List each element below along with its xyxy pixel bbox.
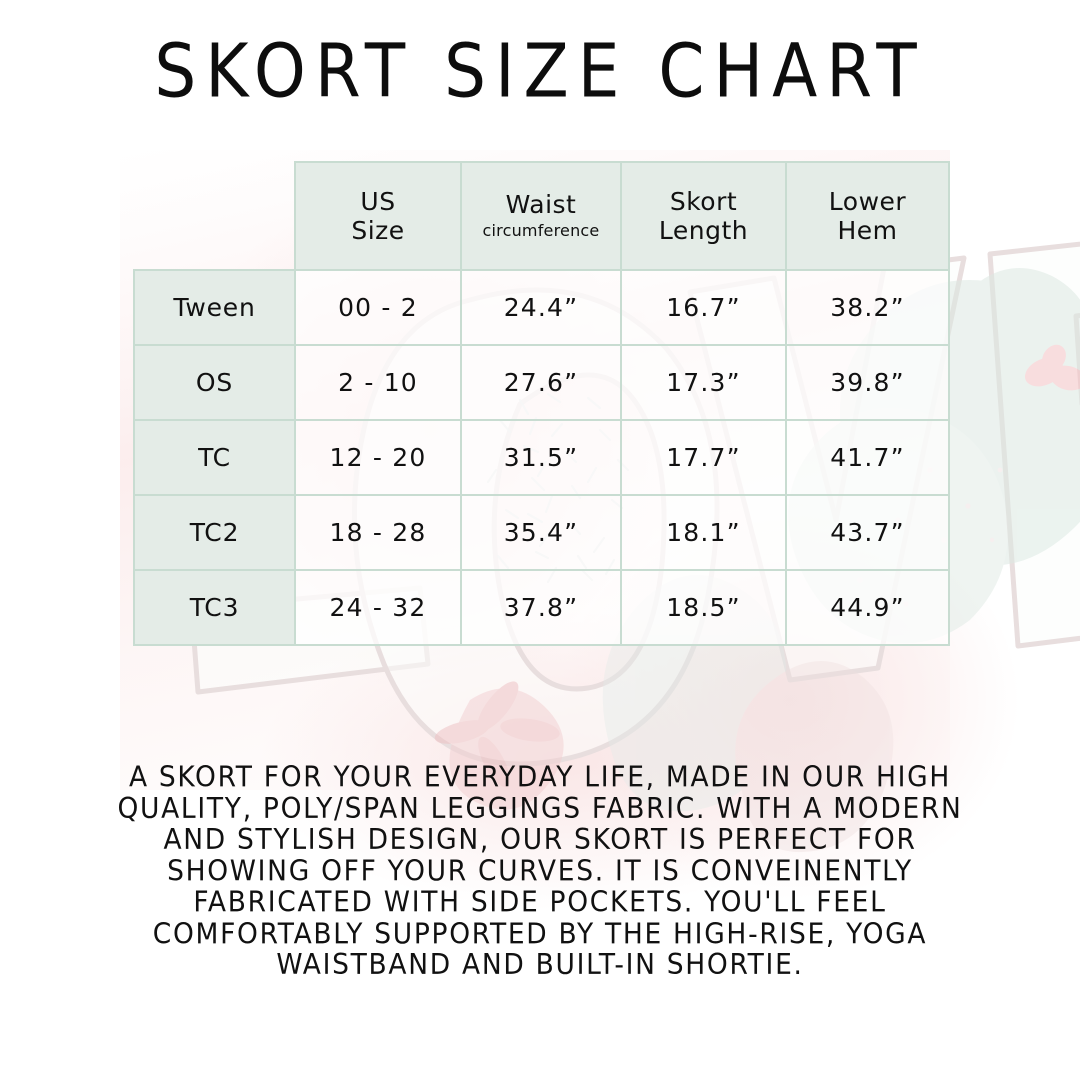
- column-header-us-size-line1: US: [360, 186, 396, 216]
- column-header-lower-hem: Lower Hem: [785, 161, 950, 271]
- table-row: TC 12 - 20 31.5” 17.7” 41.7”: [133, 419, 950, 496]
- column-header-waist-subtitle: circumference: [482, 221, 600, 241]
- cell-waist: 24.4”: [460, 269, 622, 346]
- cell-waist: 35.4”: [460, 494, 622, 571]
- size-chart-table: US Size Waist circumference Skort Length…: [133, 161, 950, 646]
- cell-us-size: 2 - 10: [294, 344, 462, 421]
- cell-hem: 41.7”: [785, 419, 950, 496]
- row-label: TC: [133, 419, 296, 496]
- column-header-us-size: US Size: [294, 161, 462, 271]
- row-label: TC3: [133, 569, 296, 646]
- column-header-skort-length-line2: Length: [658, 216, 749, 245]
- cell-us-size: 12 - 20: [294, 419, 462, 496]
- page-title: SKORT SIZE CHART: [154, 28, 926, 115]
- cell-length: 18.1”: [620, 494, 787, 571]
- column-header-lower-hem-line2: Hem: [837, 216, 898, 245]
- column-header-skort-length: Skort Length: [620, 161, 787, 271]
- cell-waist: 31.5”: [460, 419, 622, 496]
- table-corner-cell: [134, 162, 295, 270]
- table-row: TC3 24 - 32 37.8” 18.5” 44.9”: [133, 569, 950, 646]
- column-header-waist: Waist circumference: [460, 161, 622, 271]
- cell-hem: 44.9”: [785, 569, 950, 646]
- table-row: TC2 18 - 28 35.4” 18.1” 43.7”: [133, 494, 950, 571]
- cell-hem: 39.8”: [785, 344, 950, 421]
- cell-length: 18.5”: [620, 569, 787, 646]
- cell-us-size: 24 - 32: [294, 569, 462, 646]
- cell-length: 16.7”: [620, 269, 787, 346]
- cell-length: 17.7”: [620, 419, 787, 496]
- cell-hem: 43.7”: [785, 494, 950, 571]
- column-header-skort-length-line1: Skort: [669, 186, 738, 216]
- cell-us-size: 00 - 2: [294, 269, 462, 346]
- cell-us-size: 18 - 28: [294, 494, 462, 571]
- cell-length: 17.3”: [620, 344, 787, 421]
- column-header-lower-hem-line1: Lower: [828, 186, 907, 216]
- cell-waist: 27.6”: [460, 344, 622, 421]
- row-label: OS: [133, 344, 296, 421]
- cell-hem: 38.2”: [785, 269, 950, 346]
- product-description: A SKORT FOR YOUR EVERYDAY LIFE, MADE IN …: [117, 760, 963, 982]
- table-header-row: US Size Waist circumference Skort Length…: [134, 161, 950, 271]
- table-row: Tween 00 - 2 24.4” 16.7” 38.2”: [133, 269, 950, 346]
- column-header-us-size-line2: Size: [351, 216, 405, 245]
- row-label: Tween: [133, 269, 296, 346]
- row-label: TC2: [133, 494, 296, 571]
- column-header-waist-line1: Waist: [505, 189, 577, 219]
- cell-waist: 37.8”: [460, 569, 622, 646]
- table-row: OS 2 - 10 27.6” 17.3” 39.8”: [133, 344, 950, 421]
